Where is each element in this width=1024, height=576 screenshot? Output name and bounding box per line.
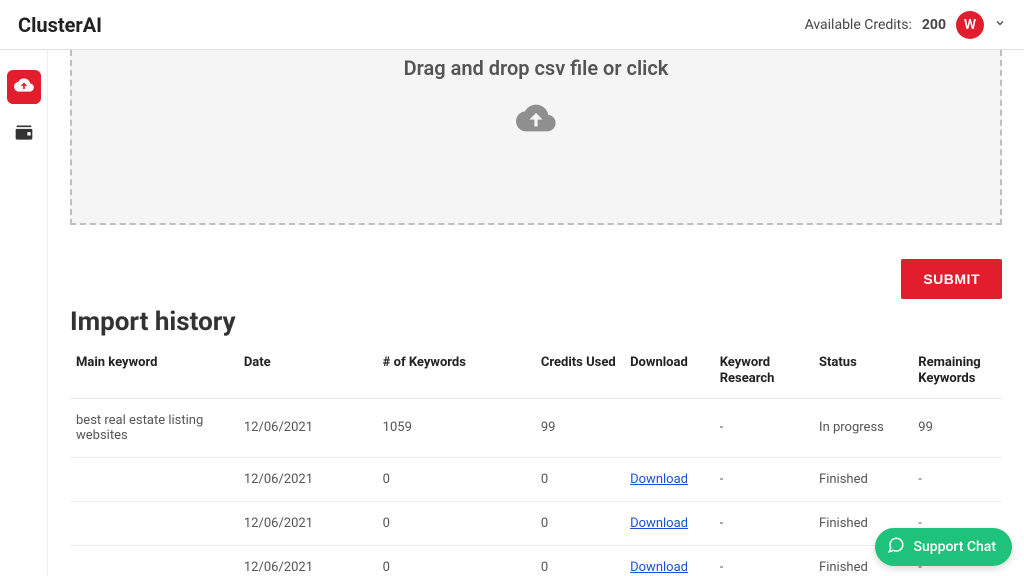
- layout: Drag and drop csv file or click SUBMIT I…: [0, 50, 1024, 576]
- dropzone-title: Drag and drop csv file or click: [404, 56, 669, 80]
- table-row: best real estate listing websites12/06/2…: [70, 398, 1002, 457]
- cell-status: Finished: [813, 457, 912, 501]
- cell-num-keywords: 0: [377, 457, 535, 501]
- cell-credits-used: 99: [535, 398, 624, 457]
- col-date: Date: [238, 345, 377, 398]
- cell-download: Download: [624, 545, 714, 576]
- cell-download: Download: [624, 501, 714, 545]
- table-row: 12/06/202100Download-Finished-: [70, 457, 1002, 501]
- history-title: Import history: [70, 307, 1002, 337]
- cell-remaining: 99: [912, 398, 1002, 457]
- cell-main-keyword: [70, 457, 238, 501]
- download-link[interactable]: Download: [630, 560, 688, 575]
- credits-value: 200: [922, 17, 946, 33]
- chevron-down-icon[interactable]: [994, 17, 1006, 32]
- cloud-upload-icon: [512, 98, 560, 142]
- sidebar-item-wallet[interactable]: [7, 118, 41, 152]
- brand-logo: ClusterAI: [18, 13, 102, 37]
- col-num-keywords: # of Keywords: [377, 345, 535, 398]
- table-row: 12/06/202100Download-Finished-: [70, 501, 1002, 545]
- col-keyword-research: Keyword Research: [714, 345, 813, 398]
- cell-keyword-research: -: [714, 501, 813, 545]
- avatar[interactable]: W: [956, 11, 984, 39]
- table-row: 12/06/202100Download-Finished-: [70, 545, 1002, 576]
- support-chat-label: Support Chat: [913, 539, 996, 555]
- download-link[interactable]: Download: [630, 472, 688, 487]
- cell-keyword-research: -: [714, 457, 813, 501]
- header-right: Available Credits: 200 W: [805, 11, 1006, 39]
- cell-credits-used: 0: [535, 545, 624, 576]
- col-remaining: Remaining Keywords: [912, 345, 1002, 398]
- cell-date: 12/06/2021: [238, 457, 377, 501]
- cell-num-keywords: 0: [377, 545, 535, 576]
- chat-icon: [887, 536, 905, 558]
- submit-row: SUBMIT: [70, 259, 1002, 299]
- cell-keyword-research: -: [714, 545, 813, 576]
- history-table: Main keyword Date # of Keywords Credits …: [70, 345, 1002, 576]
- col-download: Download: [624, 345, 714, 398]
- cell-credits-used: 0: [535, 501, 624, 545]
- cell-date: 12/06/2021: [238, 501, 377, 545]
- col-main-keyword: Main keyword: [70, 345, 238, 398]
- cell-main-keyword: [70, 545, 238, 576]
- sidebar: [0, 50, 48, 576]
- col-credits-used: Credits Used: [535, 345, 624, 398]
- cell-num-keywords: 1059: [377, 398, 535, 457]
- cell-credits-used: 0: [535, 457, 624, 501]
- sidebar-item-upload[interactable]: [7, 70, 41, 104]
- cell-main-keyword: best real estate listing websites: [70, 398, 238, 457]
- cell-num-keywords: 0: [377, 501, 535, 545]
- cell-keyword-research: -: [714, 398, 813, 457]
- cell-download: [624, 398, 714, 457]
- download-link[interactable]: Download: [630, 516, 688, 531]
- col-status: Status: [813, 345, 912, 398]
- table-header-row: Main keyword Date # of Keywords Credits …: [70, 345, 1002, 398]
- cell-date: 12/06/2021: [238, 398, 377, 457]
- cell-main-keyword: [70, 501, 238, 545]
- cloud-upload-icon: [14, 75, 34, 99]
- credits-label: Available Credits:: [805, 17, 912, 33]
- cell-status: In progress: [813, 398, 912, 457]
- cell-date: 12/06/2021: [238, 545, 377, 576]
- app-header: ClusterAI Available Credits: 200 W: [0, 0, 1024, 50]
- wallet-icon: [14, 123, 34, 147]
- cell-remaining: -: [912, 457, 1002, 501]
- submit-button[interactable]: SUBMIT: [901, 259, 1002, 299]
- file-dropzone[interactable]: Drag and drop csv file or click: [70, 50, 1002, 225]
- support-chat-button[interactable]: Support Chat: [875, 528, 1012, 566]
- cell-download: Download: [624, 457, 714, 501]
- main-content: Drag and drop csv file or click SUBMIT I…: [48, 50, 1024, 576]
